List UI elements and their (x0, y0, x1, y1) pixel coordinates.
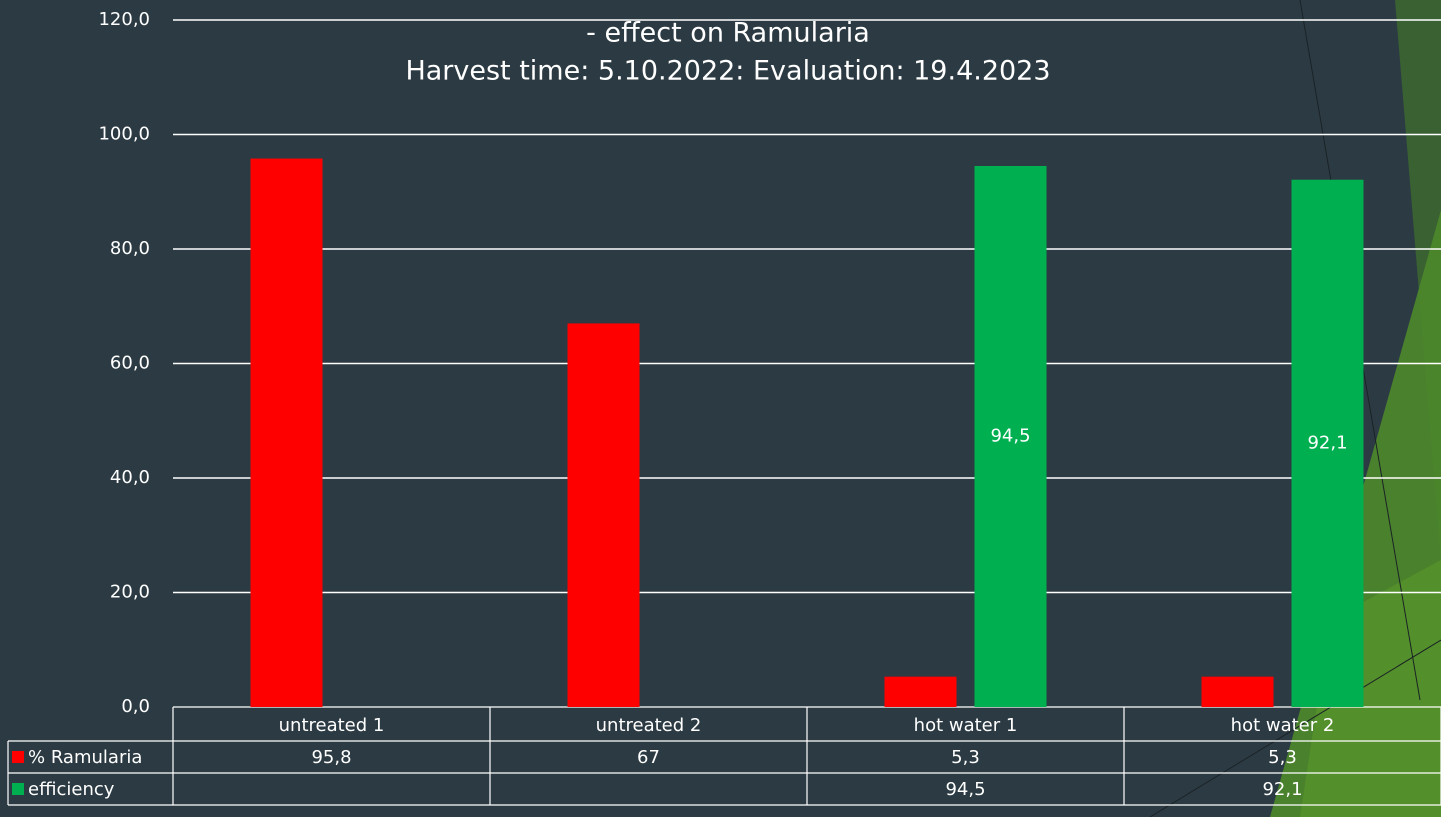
y-tick-label: 100,0 (98, 124, 150, 145)
bar (884, 676, 957, 707)
legend-label: efficiency (28, 779, 115, 800)
chart-title: - effect on Ramularia (586, 18, 870, 49)
bar (567, 323, 640, 707)
chart-subtitle: Harvest time: 5.10.2022: Evaluation: 19.… (405, 56, 1050, 87)
legend-label: % Ramularia (28, 747, 142, 768)
x-tick-label: untreated 1 (279, 715, 385, 736)
table-value: 92,1 (1262, 779, 1302, 800)
legend-swatch (12, 783, 24, 795)
y-tick-label: 20,0 (110, 582, 150, 603)
x-tick-label: hot water 2 (1231, 715, 1335, 736)
legend-swatch (12, 751, 24, 763)
plot: 0,0 20,0 40,0 60,0 80,0 100,0 120,0 untreated 1… (7, 9, 1441, 806)
bar (974, 165, 1047, 708)
bar (250, 158, 323, 708)
y-tick-label: 120,0 (98, 9, 150, 30)
x-tick-label: hot water 1 (914, 715, 1018, 736)
y-tick-label: 40,0 (110, 467, 150, 488)
bar (1201, 676, 1274, 707)
bar (1291, 179, 1364, 708)
table-value: 95,8 (311, 747, 351, 768)
data-label: 94,5 (990, 425, 1030, 446)
table-value: 5,3 (1268, 747, 1297, 768)
data-label: 92,1 (1307, 432, 1347, 453)
y-tick-label: 60,0 (110, 353, 150, 374)
decoration-line (1149, 639, 1441, 817)
x-tick-label: untreated 2 (596, 715, 702, 736)
table-value: 5,3 (951, 747, 980, 768)
table-value: 94,5 (945, 779, 985, 800)
y-tick-label: 80,0 (110, 238, 150, 259)
y-tick-label: 0,0 (121, 696, 150, 717)
table-value: 67 (637, 747, 660, 768)
